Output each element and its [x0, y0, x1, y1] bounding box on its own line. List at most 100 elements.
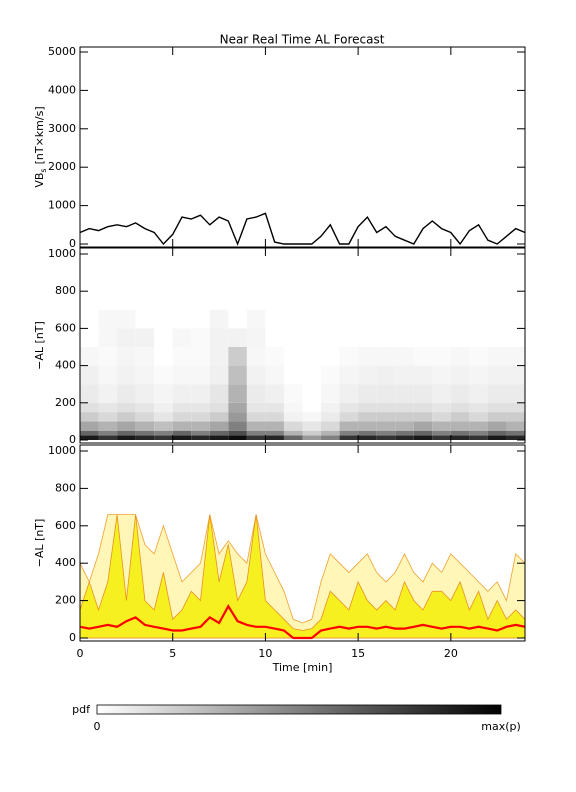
heat-cell [209, 384, 229, 403]
heat-cell [135, 309, 155, 329]
heat-cell [487, 421, 507, 431]
heat-cell [117, 309, 136, 329]
heat-cell [376, 309, 396, 329]
heat-cell [302, 435, 322, 440]
y-axis-label: −AL [nT] [33, 321, 46, 370]
heat-cell [246, 328, 266, 347]
heat-cell [487, 309, 507, 329]
x-tick-label: 15 [351, 647, 365, 660]
heat-cell [191, 435, 210, 440]
heat-cell [395, 328, 414, 347]
heat-cell [450, 421, 470, 431]
heat-cell [265, 402, 284, 413]
heat-cell [450, 435, 470, 440]
heat-cell [246, 421, 266, 431]
heat-cell [172, 365, 192, 385]
area-band [80, 514, 525, 639]
heat-cell [283, 412, 303, 422]
heat-cell [487, 430, 507, 436]
heat-cell [98, 430, 118, 436]
heat-cell [395, 384, 414, 403]
heat-cell [358, 421, 377, 431]
heat-cell [98, 309, 118, 329]
heat-cell [209, 435, 229, 440]
heat-cell [283, 402, 303, 413]
axes-frame [79, 444, 526, 642]
heat-cell [246, 365, 266, 385]
heat-cell [487, 328, 507, 347]
heat-cell [283, 309, 303, 329]
heat-cell [209, 430, 229, 436]
heat-cell [395, 430, 414, 436]
heat-cell [395, 435, 414, 440]
heat-cell [191, 347, 210, 366]
heat-cell [487, 365, 507, 385]
heat-cell [469, 328, 488, 347]
heat-cell [283, 384, 303, 403]
heat-cell [376, 328, 396, 347]
heat-cell [265, 435, 284, 440]
y-label-unit: [nT×km/s] [33, 106, 46, 164]
heat-cell [339, 421, 359, 431]
heat-cell [487, 384, 507, 403]
heat-cell [209, 402, 229, 413]
heat-cell [135, 421, 155, 431]
heat-cell [283, 347, 303, 366]
plot-area [80, 309, 525, 440]
heat-cell [98, 347, 118, 366]
heat-cell [395, 421, 414, 431]
heat-cell [487, 347, 507, 366]
heat-cell [283, 328, 303, 347]
heat-cell [302, 384, 322, 403]
heat-cell [450, 328, 470, 347]
y-tick-label: 600 [55, 321, 76, 334]
heat-cell [469, 309, 488, 329]
heat-cell [228, 309, 247, 329]
heat-cell [339, 365, 359, 385]
heat-cell [135, 412, 155, 422]
heat-cell [432, 384, 451, 403]
heat-cell [228, 412, 247, 422]
heat-cell [321, 384, 340, 403]
heat-cell [339, 347, 359, 366]
heat-cell [413, 384, 433, 403]
heat-cell [469, 384, 488, 403]
heat-cell [358, 430, 377, 436]
data-line [80, 212, 525, 246]
heat-cell [154, 435, 173, 440]
heat-cell [265, 430, 284, 436]
heat-cell [487, 435, 507, 440]
heat-cell [321, 435, 340, 440]
y-tick-label: 0 [69, 237, 76, 250]
y-tick-label: 3000 [48, 122, 76, 135]
heat-cell [321, 430, 340, 436]
heat-cell [191, 365, 210, 385]
heat-cell [135, 365, 155, 385]
y-axis-label: −AL [nT] [33, 519, 46, 568]
heat-cell [487, 412, 507, 422]
heat-cell [358, 435, 377, 440]
heat-cell [172, 412, 192, 422]
heat-cell [302, 328, 322, 347]
y-tick-label: 800 [55, 284, 76, 297]
heat-cell [432, 402, 451, 413]
heat-cell [265, 365, 284, 385]
heat-cell [302, 421, 322, 431]
y-tick-label: 400 [55, 359, 76, 372]
heat-cell [80, 347, 99, 366]
heat-cell [228, 421, 247, 431]
y-tick-label: 2000 [48, 160, 76, 173]
heat-cell [154, 309, 173, 329]
heat-cell [358, 412, 377, 422]
heat-cell [117, 365, 136, 385]
heat-cell [376, 430, 396, 436]
heat-cell [469, 412, 488, 422]
y-tick-label: 5000 [48, 45, 76, 58]
heat-cell [135, 384, 155, 403]
heat-cell [191, 328, 210, 347]
heat-cell [265, 328, 284, 347]
heat-cell [191, 412, 210, 422]
y-label-sub: s [39, 168, 48, 172]
heat-cell [450, 430, 470, 436]
colorbar-label: pdf [72, 703, 91, 716]
